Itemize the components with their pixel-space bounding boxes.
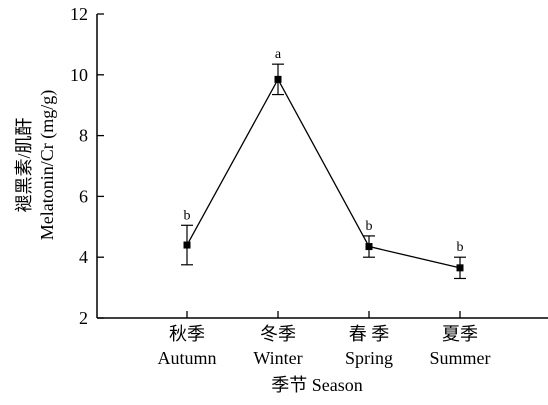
x-tick-label-en: Winter [253,348,302,368]
significance-label: b [366,219,373,234]
x-axis-ticks: 秋季 Autumn 冬季 Winter 春 季 Spring 夏季 Summer [157,311,491,368]
data-point [274,75,282,83]
data-point [456,264,464,272]
y-tick-label: 6 [79,186,88,206]
significance-label: b [184,208,191,223]
x-tick-label-zh: 冬季 [260,324,296,344]
y-tick-label: 12 [70,4,88,24]
y-axis-ticks: 2 4 6 8 10 12 [70,4,104,328]
x-tick-label-zh: 夏季 [442,324,478,344]
significance-label: a [275,47,282,62]
error-bars [181,63,466,280]
significance-label: b [457,240,464,255]
y-axis-title-en: Melatonin/Cr (mg/g) [37,90,58,240]
series-line [186,78,461,269]
x-axis-title: 季节 Season [271,375,363,395]
x-tick-label-en: Spring [345,348,393,368]
data-point [365,243,373,251]
y-tick-label: 4 [79,247,88,267]
significance-labels: b a b b [184,47,464,255]
y-tick-label: 10 [70,65,88,85]
y-axis-title-zh: 褪黑素/肌酐 [14,117,34,212]
data-point [183,241,191,249]
x-tick-label-en: Summer [430,348,491,368]
x-tick-label-en: Autumn [157,348,216,368]
data-markers [183,75,464,272]
y-tick-label: 2 [79,308,88,328]
y-tick-label: 8 [79,126,88,146]
x-tick-label-zh: 秋季 [169,324,205,344]
x-tick-label-zh: 春 季 [349,324,390,344]
